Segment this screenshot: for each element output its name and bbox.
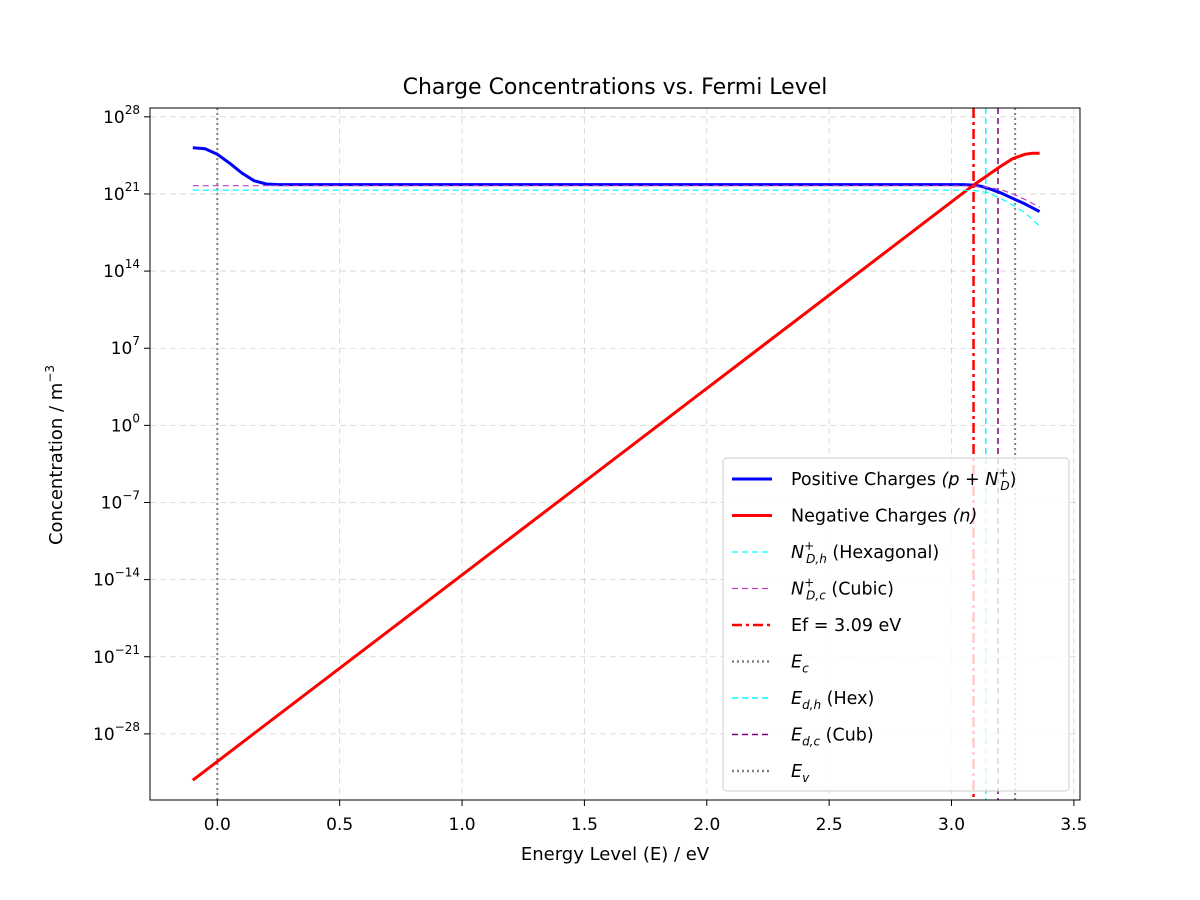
y-tick-label: 1021 xyxy=(103,180,140,205)
y-tick-label: 10−28 xyxy=(93,720,140,745)
x-axis-label: Energy Level (E) / eV xyxy=(521,844,710,865)
x-tick-label: 3.0 xyxy=(938,815,965,835)
series-line xyxy=(192,146,1041,213)
x-tick-label: 2.5 xyxy=(816,815,843,835)
legend-label: Ef = 3.09 eV xyxy=(791,616,901,636)
x-tick-label: 0.0 xyxy=(204,815,231,835)
plot-area-frame xyxy=(149,107,1081,801)
y-tick-label: 10−7 xyxy=(101,488,140,513)
legend-label: Positive Charges (p + N+ D) xyxy=(791,466,1016,493)
x-tick-label: 2.0 xyxy=(693,815,720,835)
y-tick-label: 107 xyxy=(111,334,140,359)
y-tick-label: 10−21 xyxy=(93,643,140,668)
legend-label: Ed,h (Hex) xyxy=(791,689,874,712)
y-axis-label: Concentration / m−3 xyxy=(43,365,67,545)
x-tick-label: 1.5 xyxy=(571,815,598,835)
x-tick-label: 0.5 xyxy=(326,815,353,835)
y-tick-label: 1014 xyxy=(103,257,140,282)
x-axis-ticks: 0.0 0.5 1.0 1.5 2.0 2.5 3.0 3.5 xyxy=(204,800,1087,835)
chart-title: Charge Concentrations vs. Fermi Level xyxy=(403,75,828,100)
legend-box xyxy=(722,457,1070,792)
grid-lines xyxy=(150,108,1080,800)
y-tick-label: 10−14 xyxy=(93,566,140,591)
legend-label: N+ D,c (Cubic) xyxy=(791,576,894,603)
legend-label: N+ D,h (Hexagonal) xyxy=(791,539,939,566)
y-axis-ticks: 1028 1021 1014 107 100 10−7 10−14 10−21 10−28 xyxy=(93,103,150,745)
legend-label: Ec xyxy=(791,653,809,676)
x-tick-label: 1.0 xyxy=(449,815,476,835)
plot-series xyxy=(191,108,1041,800)
series-line xyxy=(192,189,1041,227)
legend: Positive Charges (p + N+ D) Negative Charg… xyxy=(722,457,1070,792)
y-tick-label: 100 xyxy=(111,411,140,436)
legend-label: Negative Charges (n) xyxy=(791,507,977,527)
series-line xyxy=(192,185,1040,208)
y-tick-label: 1028 xyxy=(103,103,140,128)
legend-label: Ev xyxy=(791,762,810,785)
legend-label: Ed,c (Cub) xyxy=(791,726,874,749)
series-line xyxy=(191,151,1040,782)
x-tick-label: 3.5 xyxy=(1060,815,1087,835)
